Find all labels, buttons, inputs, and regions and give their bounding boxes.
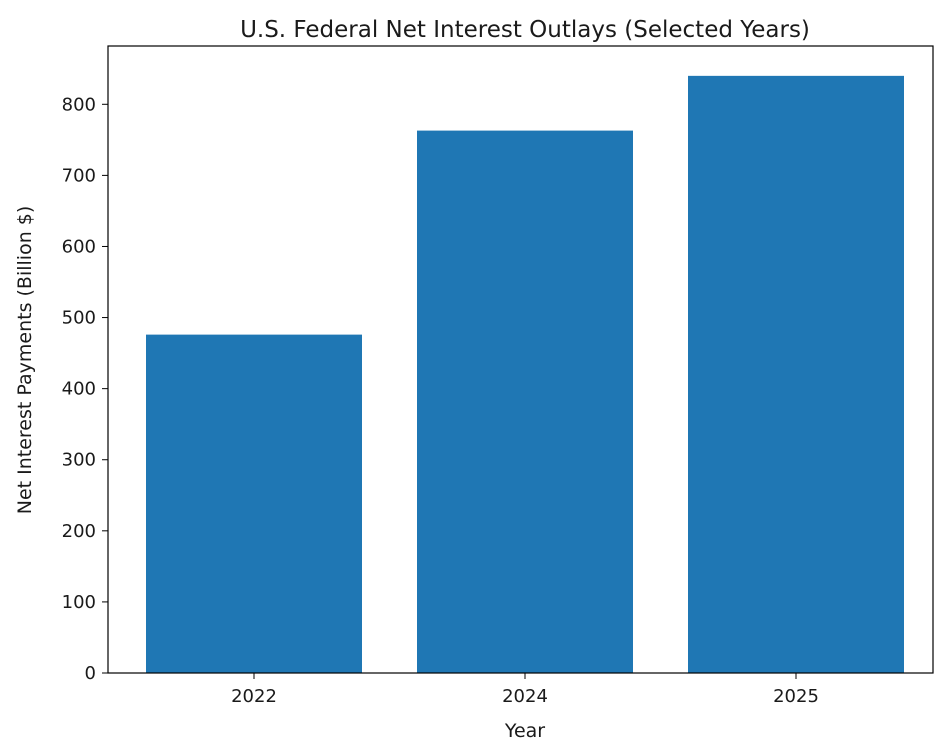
bars-group	[146, 75, 904, 674]
y-tick-label: 800	[62, 94, 96, 115]
chart-title: U.S. Federal Net Interest Outlays (Selec…	[240, 17, 810, 43]
y-axis-ticks: 0 100 200 300 400 500 600 700 800	[62, 94, 108, 684]
x-axis-ticks: 2022 2024 2025	[231, 673, 819, 707]
x-tick-label: 2025	[773, 686, 819, 707]
x-tick-label: 2024	[502, 686, 548, 707]
bar-2025	[688, 75, 904, 674]
y-tick-label: 0	[85, 663, 96, 684]
y-tick-label: 400	[62, 379, 96, 400]
plot-frame	[107, 45, 934, 674]
y-tick-label: 200	[62, 521, 96, 542]
plot-area: 0 100 200 300 400 500 600 700 800 2022 2024 2025	[62, 45, 934, 707]
y-tick-label: 100	[62, 592, 96, 613]
y-tick-label: 700	[62, 165, 96, 186]
y-tick-label: 300	[62, 450, 96, 471]
y-tick-label: 600	[62, 236, 96, 257]
bar-2024	[417, 130, 633, 674]
x-tick-label: 2022	[231, 686, 277, 707]
y-axis-label: Net Interest Payments (Billion $)	[14, 206, 36, 515]
x-axis-label: Year	[504, 720, 545, 742]
bar-2022	[146, 334, 362, 673]
y-tick-label: 500	[62, 308, 96, 329]
